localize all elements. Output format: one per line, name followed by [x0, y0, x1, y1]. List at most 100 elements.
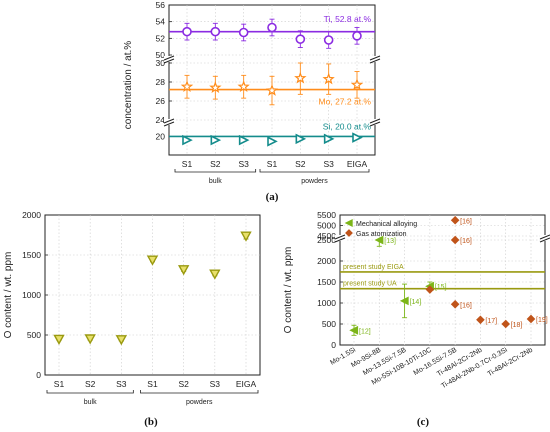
chart-c-point-label: [16] — [460, 302, 472, 309]
chart-a-axis-break — [369, 55, 381, 61]
chart-c-axis-break-gap — [540, 235, 550, 241]
chart-c-axis-break — [539, 237, 550, 243]
chart-c-ytick-label: 5000 — [317, 221, 336, 231]
chart-c-plot-frame — [339, 214, 546, 346]
chart-a-ytick-label: 54 — [156, 17, 166, 27]
chart-a-ytick-label: 24 — [156, 115, 166, 125]
chart-c-point — [425, 285, 435, 294]
chart-b-group-bracket — [46, 390, 134, 394]
chart-a-ytick-label: 50 — [156, 50, 166, 60]
chart-a-point — [350, 78, 364, 91]
chart-c-legend-label: Gas atomization — [356, 231, 407, 238]
chart-c-ytick-label: 4500 — [317, 231, 336, 241]
chart-a-point — [182, 26, 192, 37]
chart-a-xtick-label: S3 — [323, 159, 334, 169]
chart-a-axis-break — [369, 58, 381, 64]
chart-a-point — [267, 22, 277, 33]
chart-a-point — [295, 34, 306, 44]
chart-a-series-label: Mo, 27.2 at.% — [319, 97, 372, 107]
chart-a-xtick-label: S1 — [267, 159, 278, 169]
chart-b-point — [115, 335, 128, 346]
chart-a-ytick-label: 52 — [156, 33, 166, 43]
chart-c-point — [450, 299, 460, 309]
chart-a-xtick-label: S2 — [295, 159, 306, 169]
chart-b-xtick-label: EIGA — [236, 379, 257, 389]
chart-a-panel-label: (a) — [266, 191, 279, 203]
chart-a-point — [238, 134, 250, 146]
chart-c-point-label: [19] — [536, 317, 548, 324]
chart-c-reference-label: present study UA — [343, 281, 397, 288]
chart-a-axis-break-gap — [164, 56, 174, 62]
chart-a-point — [265, 83, 279, 96]
chart-b-point — [209, 269, 221, 280]
chart-a-group-label: powders — [301, 178, 328, 185]
chart-a-axis-break — [163, 121, 175, 127]
chart-c-legend-marker — [344, 218, 353, 228]
chart-a-point — [323, 133, 335, 145]
chart-c-point — [374, 235, 384, 245]
chart-a-axis-break — [369, 118, 381, 124]
chart-b-point — [177, 265, 190, 276]
chart-a-xtick-label: S3 — [238, 159, 249, 169]
chart-b-group-label: bulk — [84, 399, 97, 406]
chart-c-y-axis-label: O content / wt. ppm — [283, 247, 294, 334]
chart-b-point — [240, 231, 252, 242]
chart-a-xtick-label: S1 — [182, 159, 193, 169]
chart-b-xtick-label: S1 — [147, 379, 158, 389]
chart-b-ytick-label: 1500 — [22, 250, 41, 260]
chart-a-axis-break-gap — [164, 119, 174, 125]
chart-a-ytick-label: 56 — [156, 0, 166, 10]
chart-a-axis-break — [369, 121, 381, 127]
chart-c-point — [349, 325, 359, 335]
chart-b-xtick-label: S2 — [178, 379, 189, 389]
chart-a-ytick-label: 26 — [156, 96, 166, 106]
chart-a-point — [352, 132, 363, 143]
chart-c-point — [476, 315, 485, 325]
chart-a-group-bracket — [174, 169, 257, 173]
chart-b-point — [146, 255, 159, 266]
chart-c-point-label: [12] — [359, 328, 371, 335]
chart-c-point — [450, 235, 460, 245]
chart-c-xtick-label: Ti-48Al-2Cr-2Nb — [487, 347, 534, 378]
chart-b: O content / wt. ppm (b) 0 500 1000 1500 2000… — [3, 210, 261, 428]
chart-a-axis-break-gap — [370, 56, 380, 62]
chart-a-axis-break — [163, 58, 175, 64]
chart-c-point-label: [13] — [384, 238, 396, 245]
chart-c-axis-break — [334, 234, 346, 240]
chart-b-ytick-label: 0 — [36, 370, 41, 380]
chart-a-ytick-label: 28 — [156, 77, 166, 87]
chart-c-point — [501, 319, 511, 329]
chart-b-group-label: powders — [186, 399, 213, 406]
chart-b-ytick-label: 1000 — [22, 290, 41, 300]
chart-a-ytick-label: 30 — [156, 58, 166, 68]
chart-a-point — [322, 72, 335, 85]
chart-a-axis-break-gap — [370, 119, 380, 125]
chart-c-point — [526, 314, 536, 324]
chart-a-point — [295, 133, 307, 145]
chart-b-group-bracket — [140, 390, 259, 394]
chart-c-ytick-label: 1500 — [317, 277, 336, 287]
chart-b-point — [84, 334, 96, 345]
chart-c-axis-break — [334, 237, 346, 243]
chart-b-xtick-label: S3 — [116, 379, 127, 389]
chart-c-point — [399, 296, 409, 306]
chart-b-point — [53, 334, 65, 345]
chart-a-series-label: Si, 20.0 at.% — [323, 121, 372, 131]
chart-c-point-label: [15] — [435, 284, 447, 291]
chart-a-point — [352, 31, 362, 41]
chart-a-point — [180, 80, 194, 92]
chart-a-y-axis-label: concentration / at.% — [123, 41, 134, 129]
chart-a-axis-break — [163, 118, 175, 124]
chart-c-point — [450, 215, 460, 225]
chart-c-point-label: [16] — [460, 218, 472, 225]
chart-b-xtick-label: S3 — [210, 379, 221, 389]
chart-a-point — [267, 136, 278, 147]
chart-c-point-label: [16] — [460, 238, 472, 245]
chart-c-point-label: [14] — [410, 299, 422, 306]
chart-c-ytick-label: 2500 — [317, 235, 336, 245]
chart-c-ytick-label: 500 — [322, 319, 336, 329]
chart-c-point-label: [18] — [511, 322, 523, 329]
chart-a-group-label: bulk — [209, 178, 222, 185]
chart-c: O content / wt. ppm (c) 0 500 1000 1500 2000… — [283, 210, 550, 428]
